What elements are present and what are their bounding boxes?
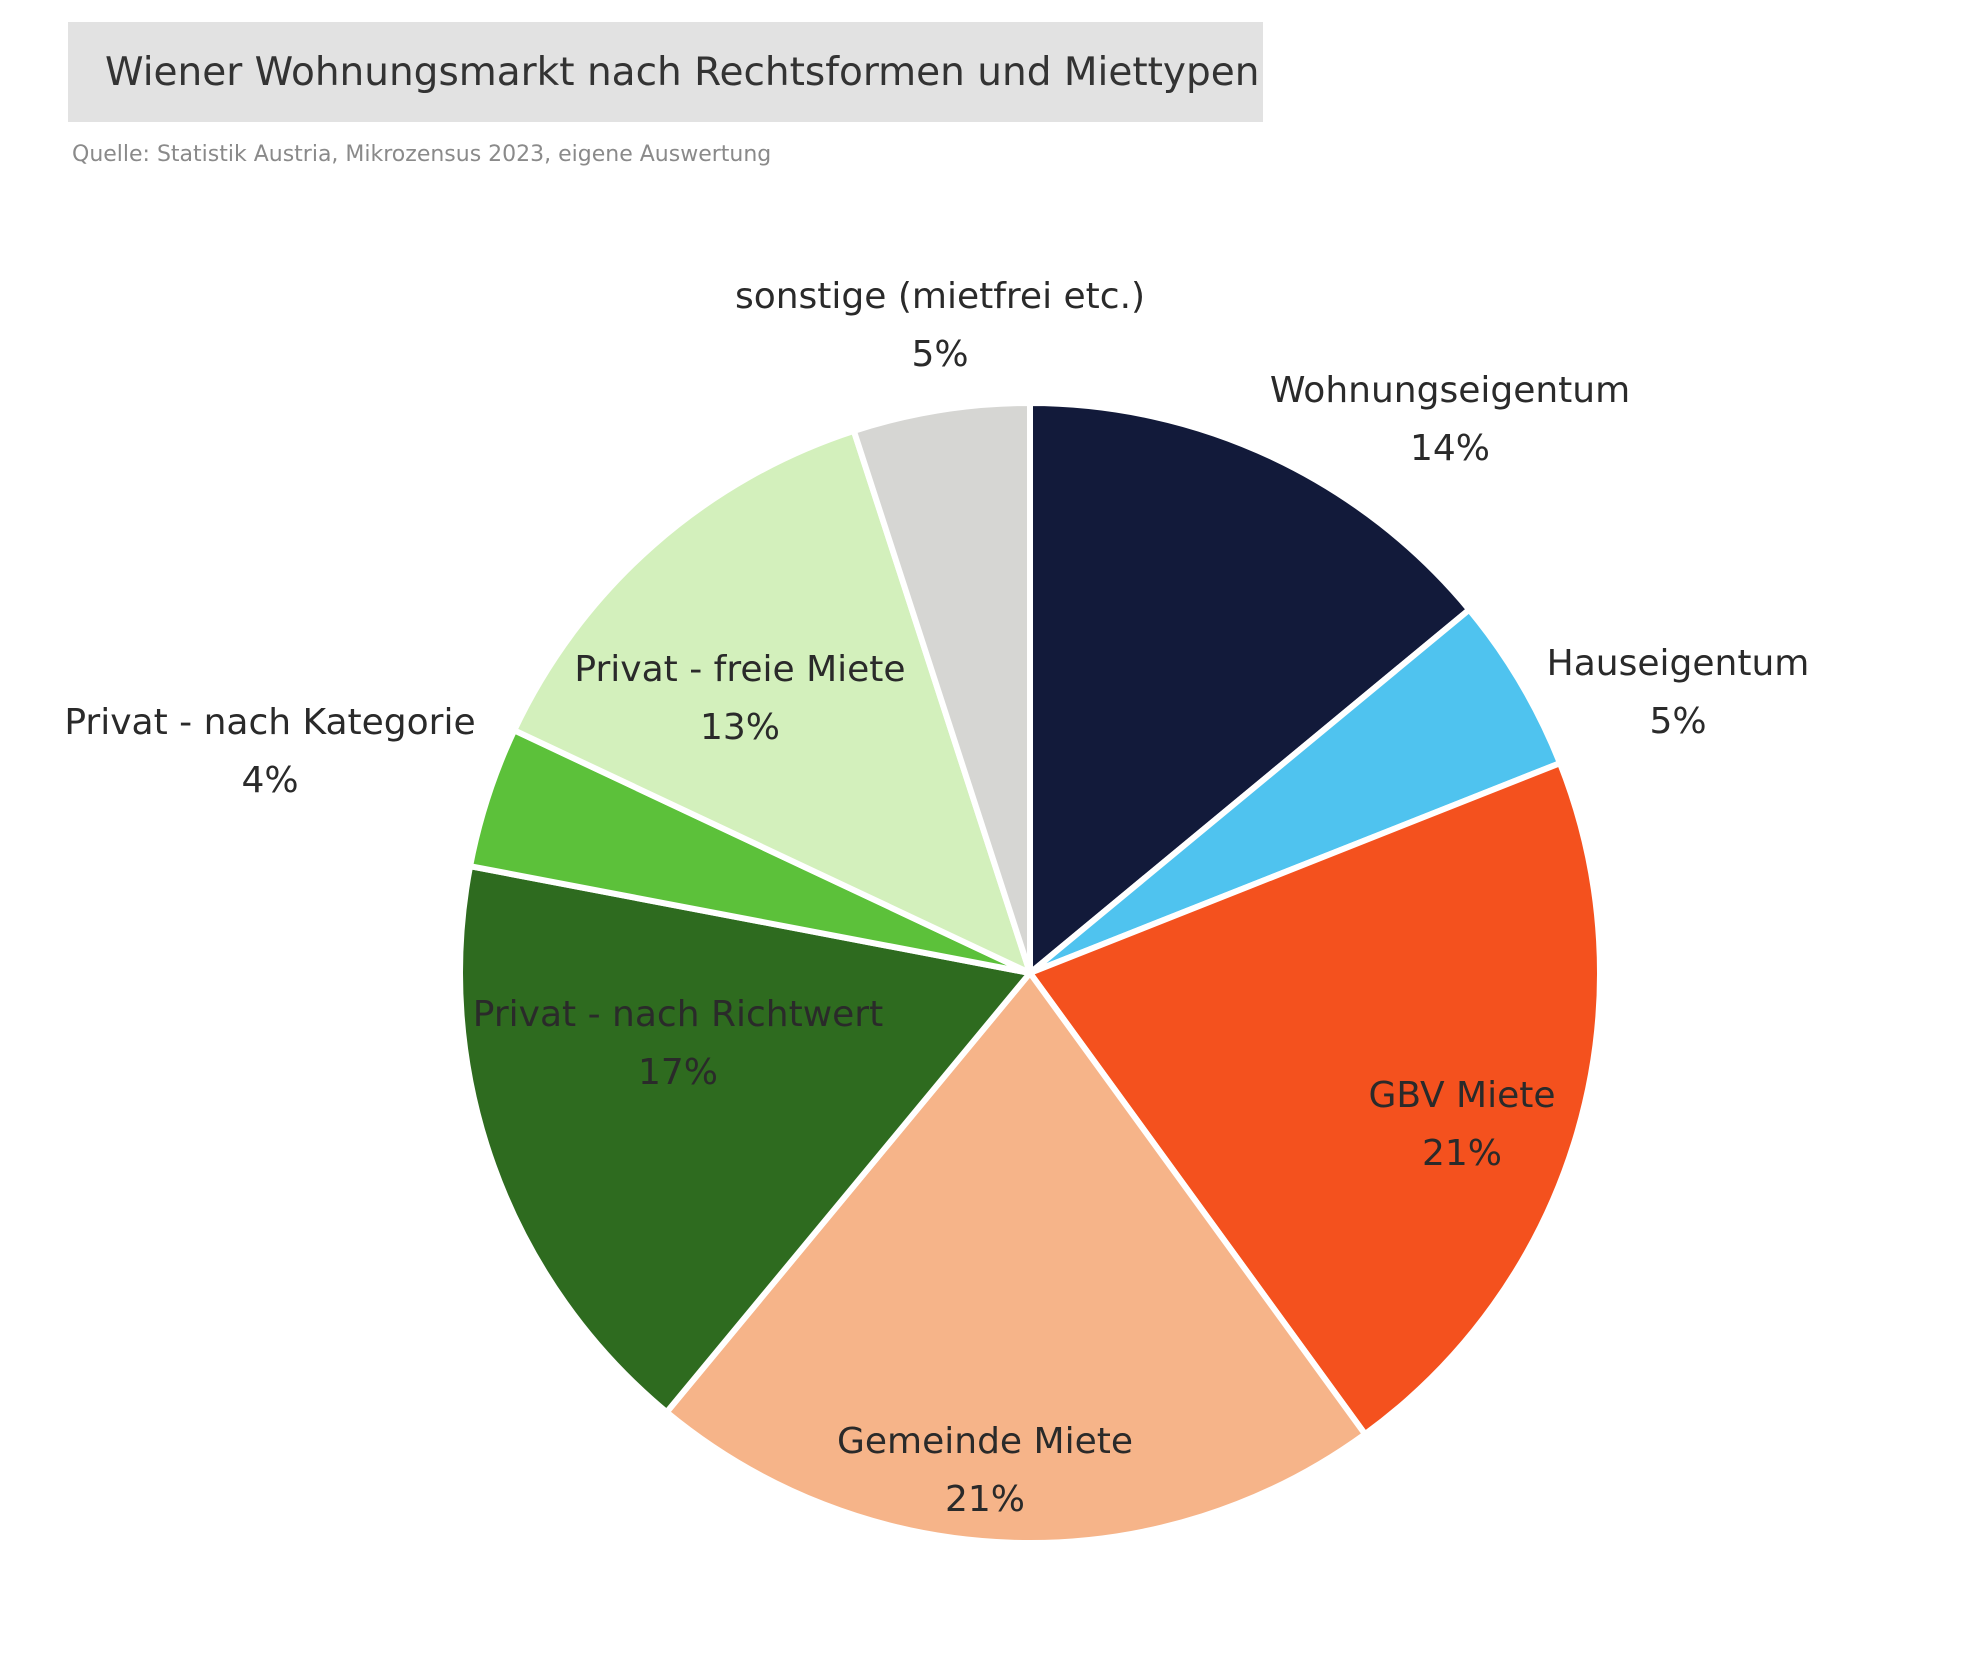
pie-labels: Wohnungseigentum 14% Hauseigentum 5% GBV Mie… xyxy=(64,276,1809,1520)
slice-label-privat-nach-kategorie: Privat - nach Kategorie xyxy=(64,702,475,743)
slice-value-sonstige-mietfrei-etc: 5% xyxy=(911,334,968,375)
slice-label-sonstige-mietfrei-etc: sonstige (mietfrei etc.) xyxy=(735,276,1145,317)
slice-value-privat-freie-miete: 13% xyxy=(700,707,780,748)
slice-value-wohnungseigentum: 14% xyxy=(1410,428,1490,469)
pie-slice-hauseigentum xyxy=(1027,606,1563,976)
slice-label-wohnungseigentum: Wohnungseigentum xyxy=(1270,370,1630,411)
pie-slice-sonstige-mietfrei-etc xyxy=(850,400,1033,976)
pie-slice-privat-nach-richtwert xyxy=(457,863,1033,1416)
slice-value-privat-nach-kategorie: 4% xyxy=(241,760,298,801)
title-band xyxy=(68,22,1263,122)
slice-value-gbv-miete: 21% xyxy=(1422,1133,1502,1174)
chart-title: Wiener Wohnungsmarkt nach Rechtsformen u… xyxy=(105,50,1260,95)
slice-label-hauseigentum: Hauseigentum xyxy=(1547,643,1810,684)
pie-slice-privat-freie-miete xyxy=(511,427,1033,976)
pie-slice-gbv-miete xyxy=(1027,760,1603,1438)
chart-source: Quelle: Statistik Austria, Mikrozensus 2… xyxy=(72,142,772,167)
slice-value-gemeinde-miete: 21% xyxy=(945,1479,1025,1520)
slice-label-gbv-miete: GBV Miete xyxy=(1368,1075,1555,1116)
slice-value-privat-nach-richtwert: 17% xyxy=(638,1052,718,1093)
slice-label-privat-nach-richtwert: Privat - nach Richtwert xyxy=(473,994,883,1035)
pie-slice-gemeinde-miete xyxy=(663,970,1369,1546)
slice-label-privat-freie-miete: Privat - freie Miete xyxy=(574,649,905,690)
pie-slices xyxy=(457,400,1603,1546)
slice-value-hauseigentum: 5% xyxy=(1649,701,1706,742)
pie-slice-wohnungseigentum xyxy=(1027,400,1473,976)
slice-label-gemeinde-miete: Gemeinde Miete xyxy=(837,1421,1133,1462)
